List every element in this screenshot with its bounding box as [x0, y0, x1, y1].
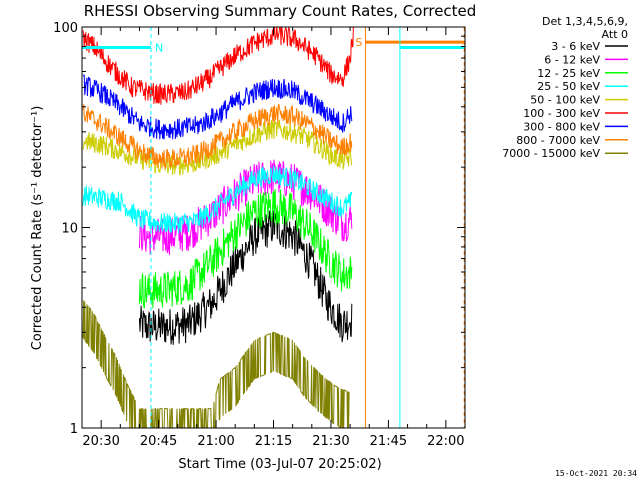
flag-label: N [155, 42, 163, 55]
y-axis-label: Corrected Count Rate (s⁻¹ detector⁻¹) [30, 106, 45, 351]
series-800-7000-kev [82, 103, 353, 170]
y-tick-label: 1 [70, 422, 78, 437]
series-6-12-kev [138, 159, 353, 255]
chart-title: RHESSI Observing Summary Count Rates, Co… [84, 2, 477, 20]
x-tick-label: 21:45 [370, 434, 407, 449]
series-line [138, 210, 353, 345]
series-line [82, 27, 354, 105]
flag-label: S [355, 36, 362, 49]
series-25-50-kev [82, 165, 353, 234]
x-tick-label: 21:15 [255, 434, 292, 449]
series-line [138, 159, 353, 255]
series-100-300-kev [82, 27, 354, 105]
series-line [82, 74, 353, 140]
y-tick-label: 100 [53, 21, 78, 36]
series-7000-15000-kev [82, 300, 350, 428]
series-300-800-kev [82, 74, 353, 140]
x-tick-label: 20:45 [140, 434, 177, 449]
series-line [82, 165, 353, 234]
series-3-6-kev [138, 210, 353, 345]
legend-label: 7000 - 15000 keV [502, 147, 600, 160]
legend-label: 100 - 300 keV [523, 107, 600, 120]
series-12-25-kev [138, 188, 353, 309]
legend-label: 300 - 800 keV [523, 120, 600, 133]
series-50-100-kev [82, 119, 353, 176]
axes: 20:30 20:45 21:00 21:15 21:30 21:45 22:00 1 10 10… [53, 21, 466, 449]
series-line [138, 188, 353, 309]
plot-clip-group [82, 27, 465, 428]
series-line [82, 300, 350, 428]
series-line [82, 103, 353, 170]
legend-label: 50 - 100 keV [530, 94, 600, 107]
legend-header: Att 0 [602, 28, 628, 41]
legend-label: 25 - 50 keV [537, 80, 600, 93]
legend-label: 800 - 7000 keV [516, 134, 600, 147]
x-axis-label: Start Time (03-Jul-07 20:25:02) [178, 457, 381, 472]
legend-label: 6 - 12 keV [544, 53, 600, 66]
y-tick-label: 10 [61, 222, 78, 237]
series-line [82, 119, 353, 176]
x-tick-label: 22:00 [427, 434, 464, 449]
legend-label: 12 - 25 keV [537, 67, 600, 80]
footer-timestamp: 15-Oct-2021 20:34 [555, 469, 637, 478]
legend-header: Det 1,3,4,5,6,9, [542, 15, 628, 28]
x-tick-label: 20:30 [82, 434, 119, 449]
x-tick-label: 21:30 [312, 434, 349, 449]
legend-label: 3 - 6 keV [551, 40, 600, 53]
x-tick-label: 21:00 [197, 434, 234, 449]
